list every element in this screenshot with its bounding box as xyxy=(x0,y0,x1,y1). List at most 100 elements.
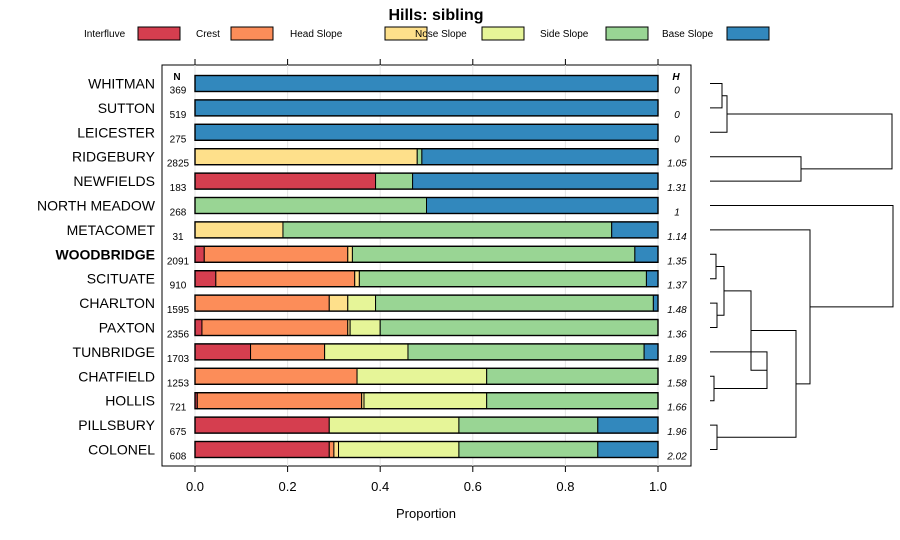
h-value: 0 xyxy=(674,110,680,121)
h-value: 1.31 xyxy=(667,183,686,194)
bar-outline xyxy=(194,147,659,166)
bar-segment xyxy=(379,319,659,336)
bar-segment xyxy=(194,441,330,458)
bar-outline xyxy=(194,221,659,239)
h-value: 1.37 xyxy=(667,281,687,292)
n-value: 268 xyxy=(170,208,187,219)
bar-segment xyxy=(356,367,488,385)
bar-segment xyxy=(486,392,659,410)
bar-segment xyxy=(333,441,340,458)
bar-outline xyxy=(194,416,659,434)
x-tick-label: 0.0 xyxy=(186,479,204,494)
x-tick-label: 1.0 xyxy=(649,479,667,494)
bar-segment xyxy=(458,441,599,458)
legend: Interfluve Crest Head Slope Nose Slope Side … xyxy=(84,26,770,41)
bar-segment xyxy=(426,197,659,214)
legend-label: Interfluve xyxy=(84,29,126,40)
bar-outline xyxy=(194,440,659,459)
bar-segment xyxy=(412,172,659,190)
n-value: 2356 xyxy=(167,330,190,341)
bar-segment xyxy=(375,294,654,312)
h-value: 1.05 xyxy=(667,159,687,170)
bar-segment xyxy=(458,416,599,434)
row-label: TUNBRIDGE xyxy=(73,344,155,360)
bar-segment xyxy=(194,75,659,92)
row-label: WOODBRIDGE xyxy=(55,246,155,262)
bar-segment xyxy=(349,319,381,336)
bar-segment xyxy=(203,245,349,263)
dendrogram-link xyxy=(710,424,718,450)
bar-segment xyxy=(416,148,423,166)
dendrogram-link xyxy=(727,113,893,170)
n-value: 1595 xyxy=(167,305,190,316)
dendrogram-link xyxy=(710,156,802,182)
bar-segment xyxy=(634,245,659,263)
legend-label: Head Slope xyxy=(290,29,343,40)
row-label: CHARLTON xyxy=(79,295,155,311)
row-labels: WHITMAN 369 0 SUTTON 519 0 LEICESTER 275 0 RIDGEB… xyxy=(37,76,687,463)
row-label: RIDGEBURY xyxy=(72,149,156,165)
dendrogram-link xyxy=(710,83,723,109)
legend-label: Nose Slope xyxy=(415,29,467,40)
row-label: PILLSBURY xyxy=(78,417,155,433)
dendrogram-link xyxy=(710,95,728,133)
h-value: 1 xyxy=(674,208,680,219)
bar-segment xyxy=(194,172,377,190)
bar-segment xyxy=(194,123,659,141)
x-axis-title: Proportion xyxy=(396,506,456,521)
row-label: CHATFIELD xyxy=(78,368,155,384)
row-label: SCITUATE xyxy=(87,271,155,287)
plot-frame xyxy=(161,64,692,467)
bar-segment xyxy=(363,392,488,410)
dendrogram-link xyxy=(717,330,797,438)
legend-label: Crest xyxy=(196,29,220,40)
bar-outline xyxy=(194,318,659,337)
bar-segment xyxy=(194,245,205,263)
chart-title: Hills: sibling xyxy=(388,7,483,24)
row-label: PAXTON xyxy=(99,320,155,336)
legend-swatch xyxy=(605,26,649,41)
bar-segment xyxy=(194,99,659,117)
h-value: 1.35 xyxy=(667,256,687,267)
bar-segment xyxy=(194,148,418,166)
h-value: 1.89 xyxy=(667,354,687,365)
bar-outline xyxy=(194,196,659,215)
bar-segment xyxy=(194,367,358,385)
h-value: 2.02 xyxy=(666,452,687,463)
bar-segment xyxy=(328,416,460,434)
bar-segment xyxy=(354,270,360,288)
bar-segment xyxy=(328,441,335,458)
bars xyxy=(194,74,659,459)
bar-segment xyxy=(194,221,284,239)
bar-segment xyxy=(215,270,356,288)
n-value: 183 xyxy=(170,183,187,194)
n-value: 1703 xyxy=(167,354,190,365)
n-value: 721 xyxy=(170,403,187,414)
bar-segment xyxy=(611,221,659,239)
n-value: 519 xyxy=(170,110,187,121)
dendrogram-link xyxy=(710,302,718,328)
bar-segment xyxy=(421,148,659,166)
row-label: COLONEL xyxy=(88,442,155,458)
n-value: 2825 xyxy=(167,159,190,170)
legend-label: Side Slope xyxy=(540,29,589,40)
bar-segment xyxy=(201,319,349,336)
bar-segment xyxy=(358,270,647,288)
h-value: 1.96 xyxy=(667,427,687,438)
bar-segment xyxy=(375,172,414,190)
x-axis: 0.0 0.2 0.4 0.6 0.8 1.0 xyxy=(186,59,667,494)
n-value: 2091 xyxy=(167,256,190,267)
row-label: WHITMAN xyxy=(88,76,155,92)
dendrogram-link xyxy=(710,253,717,280)
n-value: 910 xyxy=(170,281,187,292)
bar-outline xyxy=(194,367,659,385)
bar-segment xyxy=(194,319,203,336)
legend-swatch xyxy=(137,26,181,41)
h-value: 1.66 xyxy=(667,403,687,414)
legend-swatch xyxy=(726,26,770,41)
n-value: 608 xyxy=(170,452,187,463)
bar-segment xyxy=(194,294,330,312)
h-value: 1.14 xyxy=(667,232,687,243)
bar-segment xyxy=(597,416,659,434)
x-tick-label: 0.2 xyxy=(279,479,297,494)
